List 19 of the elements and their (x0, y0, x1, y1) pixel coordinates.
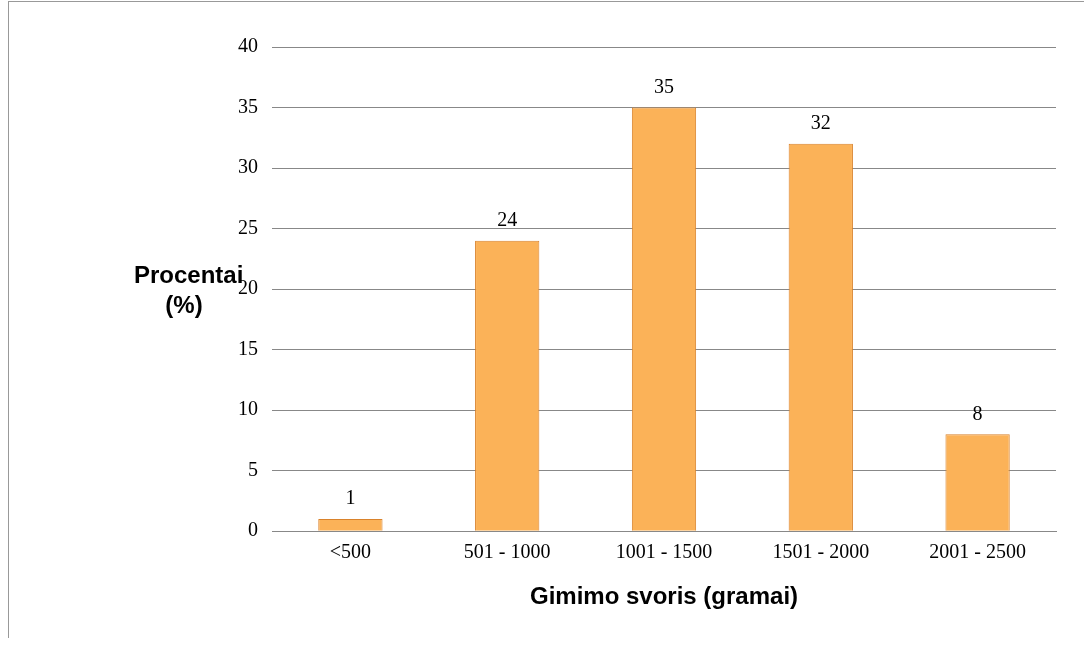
data-label: 32 (810, 111, 831, 134)
x-tick-label: 2001 - 2500 (929, 540, 1026, 563)
y-tick-label: 25 (238, 215, 258, 238)
x-tick-label: 501 - 1000 (463, 540, 551, 563)
x-tick-label: 1501 - 2000 (772, 540, 870, 563)
y-tick-label: 30 (238, 155, 258, 178)
y-tick-label: 10 (238, 397, 258, 420)
x-tick-label: 1001 - 1500 (615, 540, 713, 563)
x-axis-title: Gimimo svoris (gramai) (529, 582, 799, 610)
y-tick-label: 35 (238, 94, 258, 117)
data-label: 24 (497, 207, 518, 230)
y-tick-label: 15 (238, 336, 258, 359)
y-tick-label: 5 (248, 457, 258, 480)
data-label: 8 (972, 401, 983, 424)
y-tick-label: 40 (238, 34, 258, 57)
y-tick-label: 0 (248, 518, 258, 541)
data-label: 35 (654, 74, 674, 97)
data-label: 1 (345, 486, 356, 509)
x-tick-label: <500 (329, 540, 372, 563)
